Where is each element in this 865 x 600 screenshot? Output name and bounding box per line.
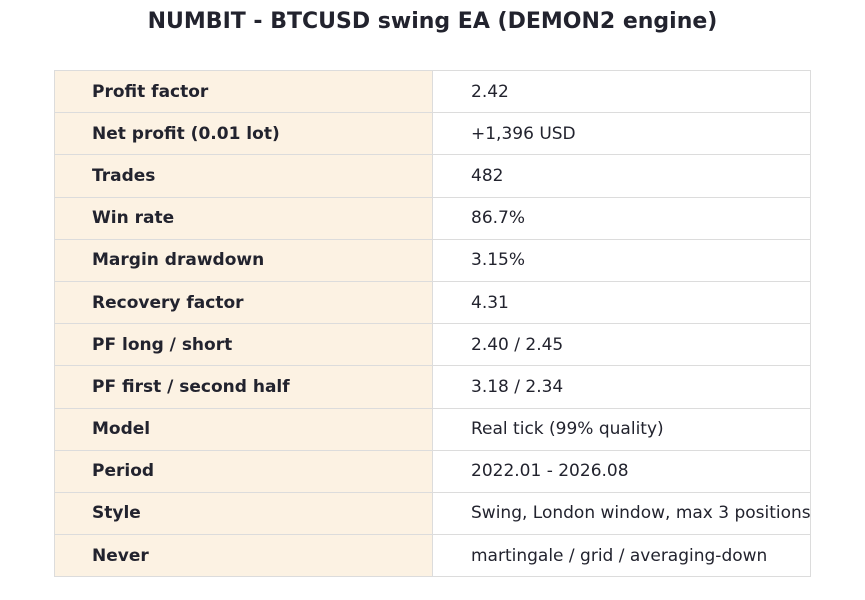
metric-label: PF long / short (55, 324, 433, 366)
metric-label: Recovery factor (55, 281, 433, 324)
table-row: Period 2022.01 - 2026.08 (55, 450, 811, 493)
table-row: Trades 482 (55, 155, 811, 198)
metric-value: 4.31 (433, 281, 811, 324)
title: NUMBIT - BTCUSD swing EA (DEMON2 engine) (147, 9, 718, 34)
table-row: Never martingale / grid / averaging-down (55, 535, 811, 578)
metric-value: Swing, London window, max 3 positions (433, 492, 811, 535)
metric-value: 2022.01 - 2026.08 (433, 450, 811, 492)
metric-label: Net profit (0.01 lot) (55, 113, 433, 155)
metric-label: Margin drawdown (55, 239, 433, 281)
metric-label: Win rate (55, 197, 433, 239)
metric-value: Real tick (99% quality) (433, 408, 811, 450)
table-row: PF first / second half 3.18 / 2.34 (55, 366, 811, 409)
table-row: Margin drawdown 3.15% (55, 239, 811, 282)
table: Profit factor 2.42 Net profit (0.01 lot) +1… (54, 70, 811, 578)
metric-value: 3.15% (433, 239, 811, 281)
table-row: Style Swing, London window, max 3 positio… (55, 492, 811, 536)
table-row: Model Real tick (99% quality) (55, 408, 811, 451)
metric-value: 86.7% (433, 197, 811, 239)
table-row: Win rate 86.7% (55, 197, 811, 240)
metric-label: Model (55, 408, 433, 450)
table-row: PF long / short 2.40 / 2.45 (55, 324, 811, 367)
metric-value: 2.42 (433, 71, 811, 113)
metric-label: PF first / second half (55, 366, 433, 408)
metric-value: 3.18 / 2.34 (433, 366, 811, 408)
metric-label: Profit factor (55, 71, 433, 113)
table-row: Profit factor 2.42 (55, 71, 811, 114)
metric-label: Trades (55, 155, 433, 197)
metric-value: 482 (433, 155, 811, 197)
metric-label: Style (55, 492, 433, 535)
metric-label: Never (55, 535, 433, 577)
metric-value: 2.40 / 2.45 (433, 324, 811, 366)
metric-value: +1,396 USD (433, 113, 811, 155)
metric-label: Period (55, 450, 433, 492)
table-row: Net profit (0.01 lot) +1,396 USD (55, 113, 811, 156)
metric-value: martingale / grid / averaging-down (433, 535, 811, 577)
table-row: Recovery factor 4.31 (55, 281, 811, 325)
